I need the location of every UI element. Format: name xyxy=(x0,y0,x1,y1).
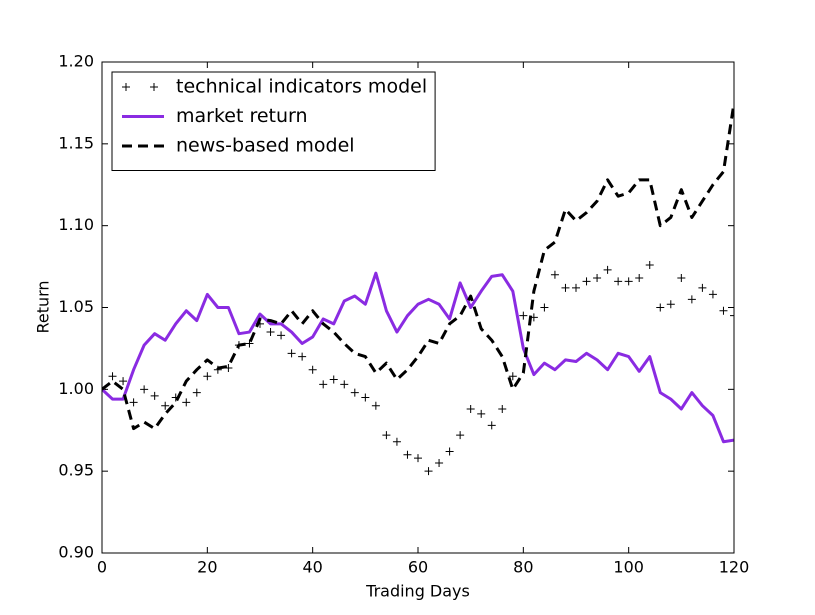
y-tick-label: 1.20 xyxy=(58,52,94,71)
marker xyxy=(203,372,212,381)
marker xyxy=(319,380,328,389)
marker xyxy=(192,388,201,397)
marker xyxy=(266,328,275,337)
marker xyxy=(708,290,717,299)
marker xyxy=(414,454,422,463)
marker xyxy=(424,467,433,476)
marker xyxy=(350,388,359,397)
marker xyxy=(572,283,580,292)
marker xyxy=(371,401,380,410)
marker xyxy=(298,352,307,361)
plot-frame xyxy=(101,61,735,554)
marker xyxy=(582,277,591,286)
x-tick-label: 40 xyxy=(302,558,322,577)
marker xyxy=(150,83,158,91)
series-line xyxy=(102,102,734,431)
marker xyxy=(635,274,644,283)
marker xyxy=(445,447,454,456)
marker xyxy=(102,385,106,394)
marker xyxy=(308,365,317,374)
x-tick-label: 100 xyxy=(613,558,644,577)
marker xyxy=(129,398,138,407)
marker xyxy=(435,458,444,467)
marker xyxy=(487,421,496,430)
marker xyxy=(161,401,170,410)
marker xyxy=(403,450,412,459)
marker xyxy=(593,274,602,283)
marker xyxy=(277,331,286,340)
marker xyxy=(624,277,633,286)
marker xyxy=(687,295,696,304)
marker xyxy=(287,349,296,358)
x-tick-label: 60 xyxy=(408,558,428,577)
marker xyxy=(361,393,370,402)
series-line xyxy=(102,271,734,444)
marker xyxy=(603,265,612,274)
legend: technical indicators model market return n… xyxy=(111,71,436,171)
marker xyxy=(382,431,391,440)
legend-box xyxy=(111,71,436,171)
legend-label: technical indicators model xyxy=(176,76,427,98)
legend-label: news-based model xyxy=(176,135,355,157)
marker xyxy=(498,404,507,413)
marker xyxy=(466,404,475,413)
marker xyxy=(677,274,686,283)
marker xyxy=(698,283,707,292)
marker xyxy=(561,283,570,292)
marker xyxy=(477,409,486,418)
marker xyxy=(329,375,338,384)
marker xyxy=(666,300,675,309)
plot-area xyxy=(102,102,734,476)
legend-label: market return xyxy=(176,105,308,127)
marker xyxy=(150,391,159,400)
x-tick-label: 0 xyxy=(97,558,107,577)
marker xyxy=(540,303,549,312)
y-tick-label: 1.00 xyxy=(58,379,94,398)
y-axis-label: Return xyxy=(34,280,53,333)
marker xyxy=(119,377,128,386)
marker xyxy=(656,303,665,312)
y-tick-label: 1.10 xyxy=(58,215,94,234)
marker xyxy=(392,437,401,446)
x-tick-label: 80 xyxy=(513,558,533,577)
marker xyxy=(550,270,559,279)
marker xyxy=(519,311,528,320)
x-tick-label: 20 xyxy=(197,558,217,577)
marker xyxy=(614,277,623,286)
marker xyxy=(645,260,654,269)
marker xyxy=(182,398,191,407)
x-tick-label: 120 xyxy=(719,558,750,577)
marker xyxy=(340,380,349,389)
marker xyxy=(719,306,728,315)
y-tick-label: 0.90 xyxy=(58,543,94,562)
marker xyxy=(730,311,734,320)
y-tick-label: 0.95 xyxy=(58,461,94,480)
marker xyxy=(122,83,130,91)
marker xyxy=(456,431,465,440)
y-tick-label: 1.05 xyxy=(58,297,94,316)
marker xyxy=(508,372,517,381)
marker xyxy=(108,372,117,381)
y-tick-label: 1.15 xyxy=(58,133,94,152)
x-axis-label: Trading Days xyxy=(365,582,470,601)
marker xyxy=(140,385,149,394)
